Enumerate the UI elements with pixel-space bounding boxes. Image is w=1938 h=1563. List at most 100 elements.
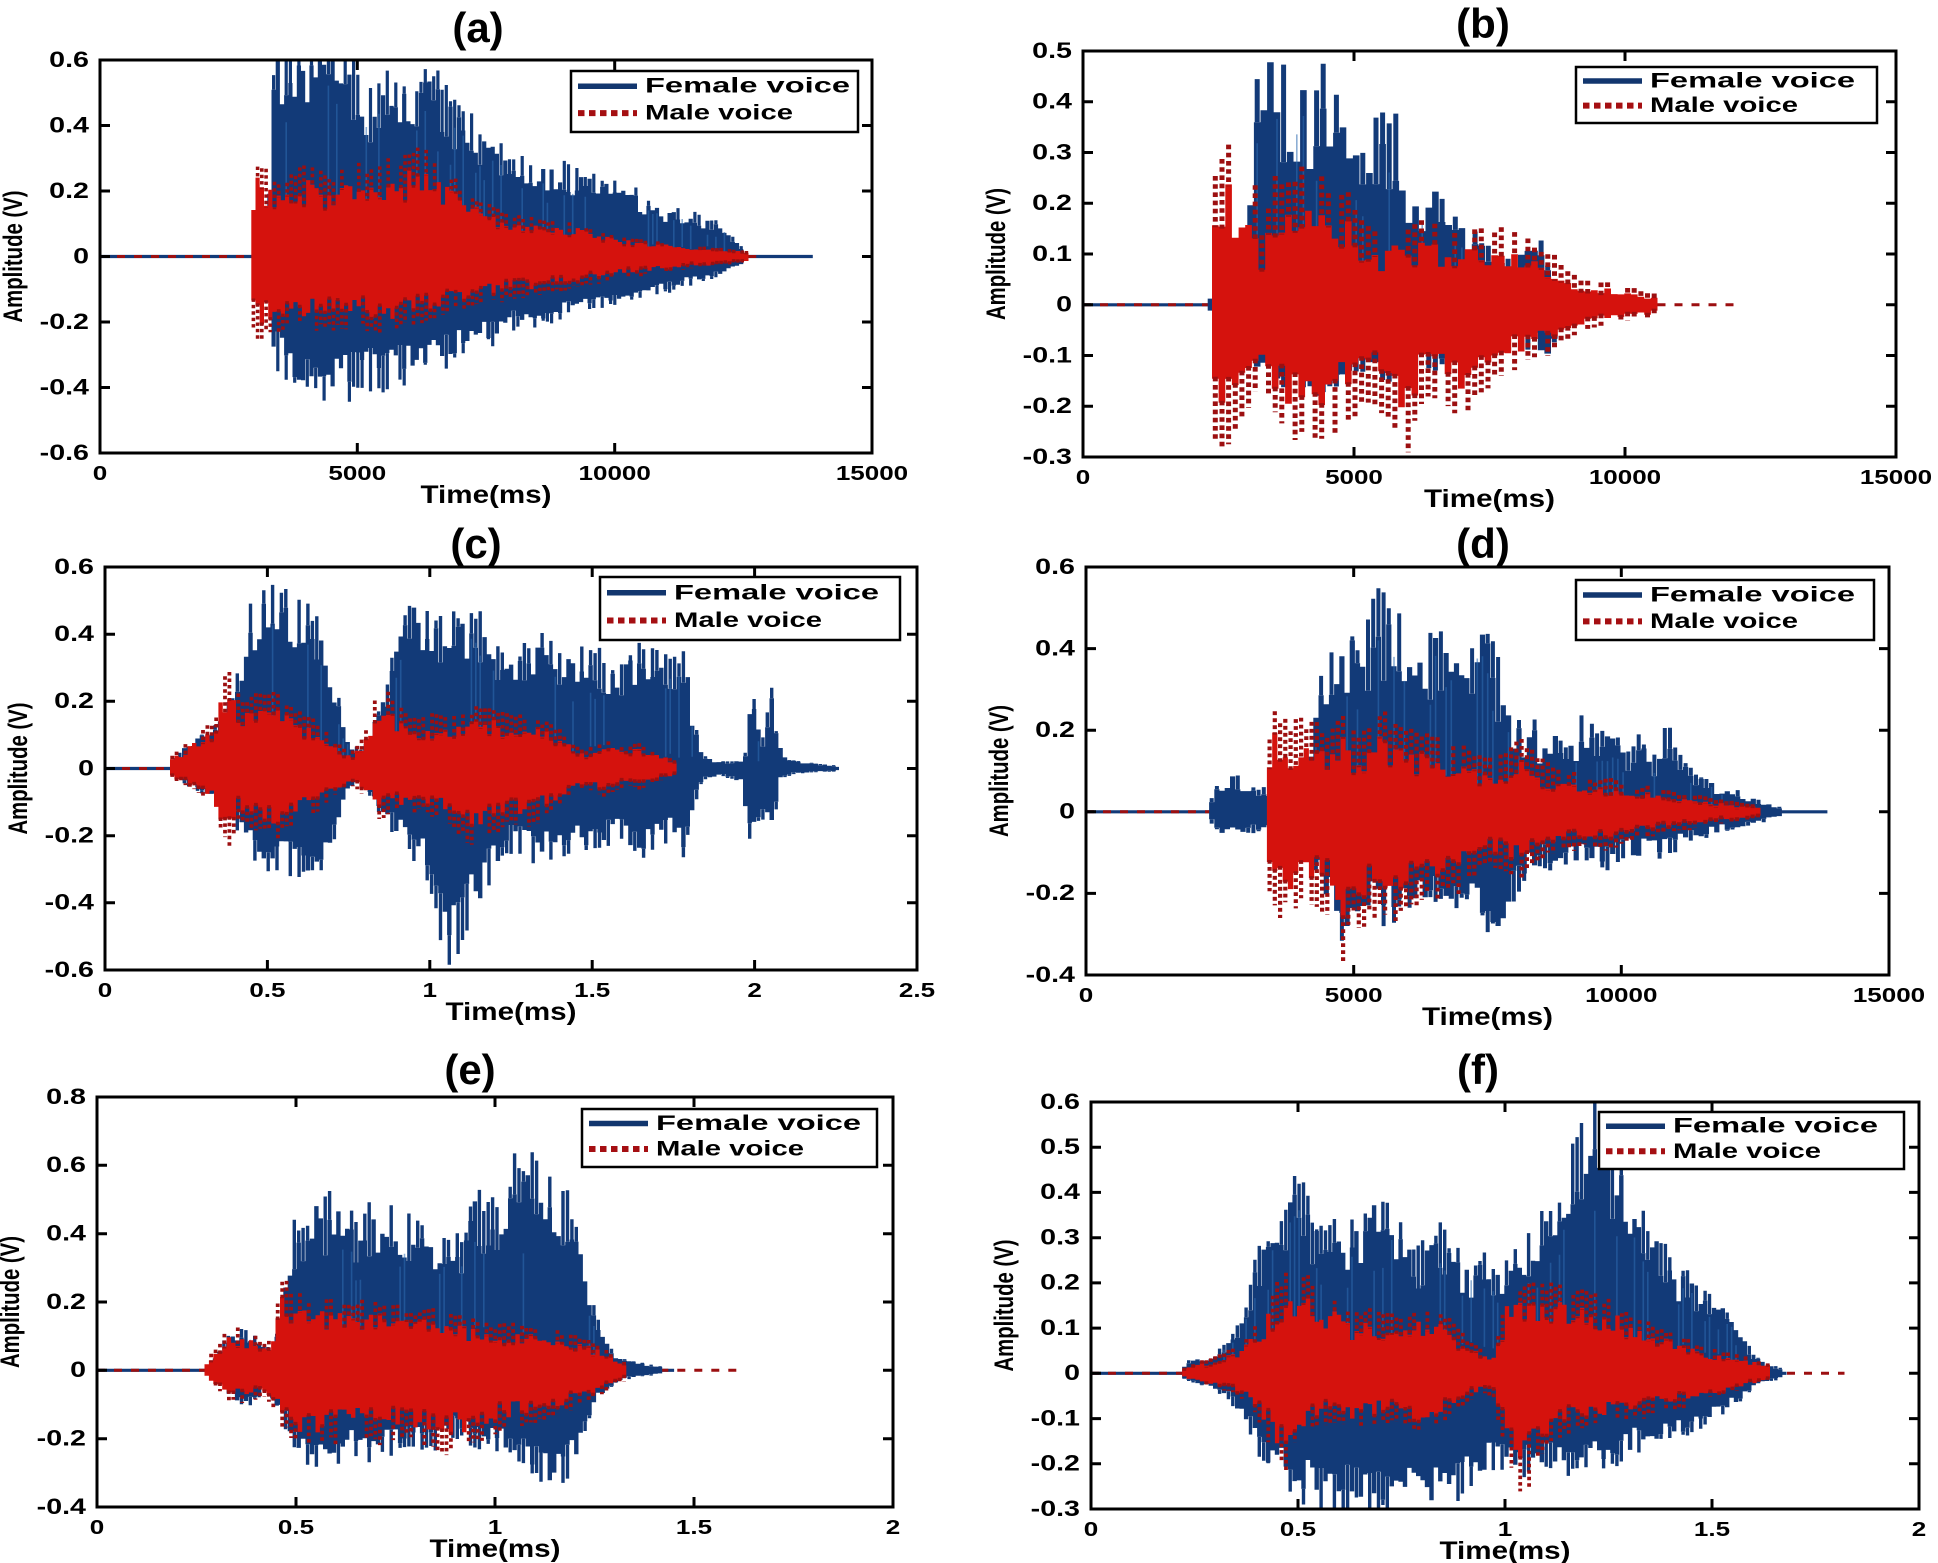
svg-text:0.6: 0.6 xyxy=(1040,1089,1080,1114)
svg-text:1.5: 1.5 xyxy=(1694,1519,1730,1541)
svg-text:0.3: 0.3 xyxy=(1040,1225,1080,1250)
svg-text:0: 0 xyxy=(1064,1360,1080,1385)
svg-text:Amplitude (V): Amplitude (V) xyxy=(3,703,33,835)
svg-text:0.4: 0.4 xyxy=(1035,635,1076,660)
svg-text:Female voice: Female voice xyxy=(1650,70,1855,93)
svg-text:0.4: 0.4 xyxy=(54,621,95,646)
svg-text:2: 2 xyxy=(747,980,762,1002)
svg-text:0: 0 xyxy=(1084,1519,1099,1541)
svg-text:0.2: 0.2 xyxy=(54,688,94,713)
svg-text:Female voice: Female voice xyxy=(645,75,850,98)
svg-text:1: 1 xyxy=(488,1517,503,1539)
svg-text:0.2: 0.2 xyxy=(49,178,89,203)
svg-text:Time(ms): Time(ms) xyxy=(1424,485,1555,513)
svg-text:0.5: 0.5 xyxy=(1032,38,1072,63)
svg-text:5000: 5000 xyxy=(1325,467,1383,489)
svg-text:Male voice: Male voice xyxy=(1650,610,1798,633)
svg-text:0.6: 0.6 xyxy=(54,554,94,579)
svg-text:0.2: 0.2 xyxy=(1035,717,1075,742)
svg-text:Male voice: Male voice xyxy=(674,609,822,632)
svg-text:0.2: 0.2 xyxy=(46,1289,86,1314)
svg-text:0: 0 xyxy=(78,755,94,780)
svg-text:10000: 10000 xyxy=(1589,467,1661,489)
svg-text:-0.1: -0.1 xyxy=(1023,342,1072,367)
svg-text:5000: 5000 xyxy=(328,463,386,485)
svg-text:0.3: 0.3 xyxy=(1032,139,1072,164)
svg-text:(a): (a) xyxy=(452,4,503,51)
svg-text:15000: 15000 xyxy=(1853,985,1925,1007)
svg-text:(e): (e) xyxy=(444,1046,495,1093)
svg-text:0.8: 0.8 xyxy=(46,1084,86,1109)
svg-text:1: 1 xyxy=(1498,1519,1513,1541)
svg-text:0.4: 0.4 xyxy=(49,112,90,137)
svg-text:2: 2 xyxy=(1912,1519,1927,1541)
svg-text:-0.2: -0.2 xyxy=(37,1426,86,1451)
svg-text:15000: 15000 xyxy=(836,463,908,485)
svg-text:0.6: 0.6 xyxy=(1035,554,1075,579)
svg-text:0.4: 0.4 xyxy=(1040,1179,1081,1204)
svg-text:-0.3: -0.3 xyxy=(1023,444,1072,469)
svg-text:-0.4: -0.4 xyxy=(37,1494,87,1519)
svg-text:Amplitude (V): Amplitude (V) xyxy=(0,191,28,323)
svg-text:0.2: 0.2 xyxy=(1040,1270,1080,1295)
svg-text:Time(ms): Time(ms) xyxy=(421,481,552,509)
svg-text:0.1: 0.1 xyxy=(1032,241,1072,266)
svg-text:0: 0 xyxy=(70,1357,86,1382)
svg-text:-0.2: -0.2 xyxy=(1023,393,1072,418)
svg-text:2.5: 2.5 xyxy=(899,980,935,1002)
svg-text:0: 0 xyxy=(1059,799,1075,824)
svg-text:0: 0 xyxy=(1079,985,1094,1007)
svg-text:0.2: 0.2 xyxy=(1032,190,1072,215)
svg-text:(c): (c) xyxy=(450,520,501,567)
svg-text:2: 2 xyxy=(886,1517,901,1539)
svg-text:0.4: 0.4 xyxy=(46,1221,87,1246)
svg-text:0: 0 xyxy=(73,243,89,268)
svg-text:Time(ms): Time(ms) xyxy=(1422,1003,1553,1031)
svg-text:-0.4: -0.4 xyxy=(1026,962,1076,987)
svg-text:Amplitude (V): Amplitude (V) xyxy=(989,1240,1019,1372)
svg-text:-0.2: -0.2 xyxy=(45,823,94,848)
svg-text:Male voice: Male voice xyxy=(1673,1140,1821,1163)
svg-text:Male voice: Male voice xyxy=(1650,94,1798,117)
svg-text:0: 0 xyxy=(93,463,108,485)
svg-text:Amplitude (V): Amplitude (V) xyxy=(0,1236,25,1368)
svg-text:Male voice: Male voice xyxy=(656,1138,804,1161)
svg-text:0.6: 0.6 xyxy=(49,47,89,72)
svg-text:Amplitude (V): Amplitude (V) xyxy=(981,188,1011,320)
svg-text:(b): (b) xyxy=(1456,0,1510,47)
svg-text:1.5: 1.5 xyxy=(676,1517,712,1539)
svg-text:0: 0 xyxy=(98,980,113,1002)
svg-text:Female voice: Female voice xyxy=(674,581,879,604)
svg-text:Time(ms): Time(ms) xyxy=(430,1535,561,1563)
svg-text:-0.6: -0.6 xyxy=(45,957,94,982)
svg-text:1: 1 xyxy=(423,980,438,1002)
svg-text:-0.1: -0.1 xyxy=(1031,1405,1080,1430)
svg-text:Female voice: Female voice xyxy=(656,1112,861,1135)
svg-text:0.5: 0.5 xyxy=(249,980,285,1002)
svg-text:0.5: 0.5 xyxy=(1280,1519,1316,1541)
svg-text:Amplitude (V): Amplitude (V) xyxy=(984,705,1014,837)
svg-text:0.5: 0.5 xyxy=(278,1517,314,1539)
svg-text:-0.2: -0.2 xyxy=(1031,1451,1080,1476)
svg-text:0.5: 0.5 xyxy=(1040,1134,1080,1159)
svg-text:0: 0 xyxy=(90,1517,105,1539)
svg-text:10000: 10000 xyxy=(579,463,651,485)
svg-text:0.6: 0.6 xyxy=(46,1152,86,1177)
svg-text:-0.3: -0.3 xyxy=(1031,1496,1080,1521)
svg-text:10000: 10000 xyxy=(1585,985,1657,1007)
svg-text:0: 0 xyxy=(1076,467,1091,489)
svg-text:(f): (f) xyxy=(1457,1046,1499,1093)
svg-text:5000: 5000 xyxy=(1325,985,1383,1007)
svg-text:0.1: 0.1 xyxy=(1040,1315,1080,1340)
svg-text:Male voice: Male voice xyxy=(645,102,793,125)
svg-text:-0.2: -0.2 xyxy=(40,309,89,334)
svg-text:1.5: 1.5 xyxy=(574,980,610,1002)
svg-text:0.4: 0.4 xyxy=(1032,89,1073,114)
svg-text:0: 0 xyxy=(1056,292,1072,317)
svg-text:Female voice: Female voice xyxy=(1650,584,1855,607)
svg-text:-0.6: -0.6 xyxy=(40,440,89,465)
svg-text:-0.2: -0.2 xyxy=(1026,880,1075,905)
svg-text:-0.4: -0.4 xyxy=(40,374,90,399)
svg-text:-0.4: -0.4 xyxy=(45,890,95,915)
svg-text:15000: 15000 xyxy=(1860,467,1932,489)
